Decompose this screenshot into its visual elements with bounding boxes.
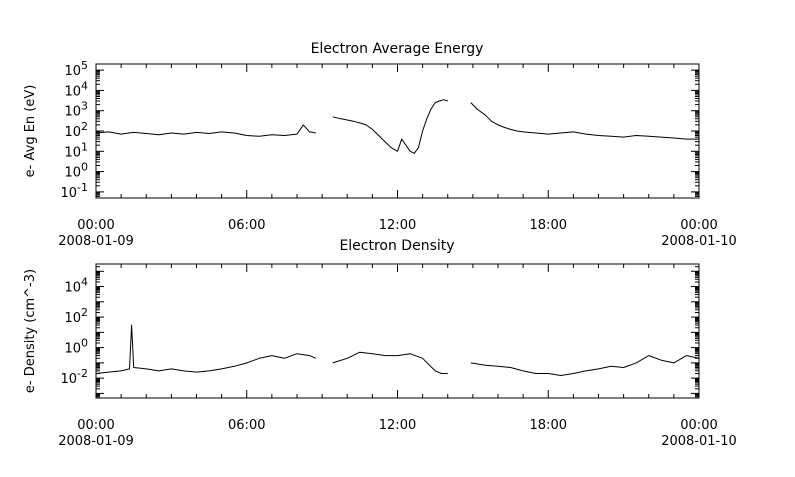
y-tick-label: 100 [64,161,88,181]
x-tick-label: 00:00 [77,218,114,233]
chart-title-energy: Electron Average Energy [311,41,484,57]
y-tick-label-base: 10 [64,281,81,296]
y-tick-label-base: 10 [64,105,81,120]
x-tick-label: 12:00 [379,218,416,233]
chart-title-density: Electron Density [339,238,454,254]
y-tick-label-exponent: -1 [77,181,88,194]
panel-electron-average-energy: Electron Average Energy e- Avg En (eV) 1… [23,41,737,249]
y-axis-label-energy: e- Avg En (eV) [23,85,38,178]
y-tick-label-exponent: 1 [81,140,88,153]
y-tick-label-exponent: 4 [81,79,88,92]
y-tick-label: 100 [64,337,88,357]
y-tick-label-base: 10 [64,166,81,181]
y-tick-marks-density [96,263,699,399]
x-tick-label: 18:00 [530,418,567,433]
plot-frame-density [95,263,700,399]
y-tick-label-base: 10 [64,311,81,326]
y-tick-label-exponent: 4 [81,276,88,289]
x-tick-label: 12:00 [379,418,416,433]
y-tick-label: 102 [64,306,88,326]
y-tick-label-exponent: 0 [81,337,88,350]
y-tick-label-exponent: 2 [81,120,88,133]
y-tick-label: 103 [64,100,88,120]
x-tick-date-label: 2008-01-09 [58,434,134,449]
x-tick-label: 00:00 [680,418,717,433]
series-line-density [95,324,700,376]
y-tick-label-exponent: 0 [81,161,88,174]
x-tick-marks-density [95,264,700,398]
y-tick-label: 102 [64,120,88,140]
y-tick-label-base: 10 [64,145,81,160]
x-tick-date-label: 2008-01-10 [661,434,737,449]
x-tick-date-label: 2008-01-10 [661,234,737,249]
x-tick-label: 00:00 [77,418,114,433]
y-tick-label: 104 [64,79,88,99]
series-line-energy [95,99,699,154]
x-tick-label: 06:00 [228,218,265,233]
y-tick-label: 10-2 [60,367,88,387]
y-tick-label: 101 [64,140,88,160]
y-tick-label-base: 10 [64,64,81,79]
y-tick-label-exponent: 5 [81,59,88,72]
y-tick-label-base: 10 [60,372,77,387]
x-tick-date-label: 2008-01-09 [58,234,134,249]
y-tick-label-exponent: 3 [81,100,88,113]
y-tick-marks-energy [96,63,699,199]
y-tick-label-base: 10 [64,84,81,99]
y-tick-label: 10-1 [60,181,88,201]
y-tick-label-exponent: -2 [77,367,88,380]
x-tick-marks-energy [95,64,700,198]
y-tick-label-exponent: 2 [81,306,88,319]
panel-electron-density: Electron Density e- Density (cm^-3) 10-2… [23,238,737,449]
x-tick-label: 06:00 [228,418,265,433]
x-tick-label: 18:00 [530,218,567,233]
y-tick-label: 105 [64,59,88,79]
y-tick-label: 104 [64,276,88,296]
x-tick-label: 00:00 [680,218,717,233]
plot-frame-energy [95,63,700,199]
y-tick-label-base: 10 [64,342,81,357]
y-axis-label-density: e- Density (cm^-3) [23,269,38,393]
y-tick-label-base: 10 [64,125,81,140]
y-tick-label-base: 10 [60,186,77,201]
